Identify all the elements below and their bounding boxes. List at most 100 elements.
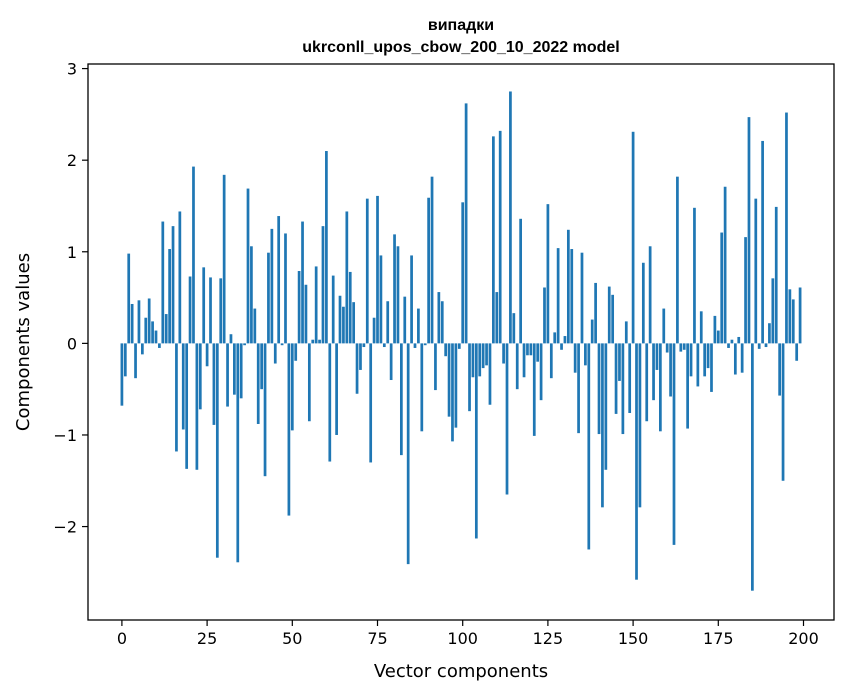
bar-60 [325,151,328,344]
bar-80 [393,234,396,344]
bar-189 [764,343,768,348]
bar-160 [665,343,669,353]
bar-179 [730,339,734,344]
bar-45 [273,343,277,364]
bar-53 [301,221,304,344]
bar-21 [192,166,195,344]
bar-139 [594,282,597,344]
bar-62 [331,275,335,344]
bar-107 [485,343,488,366]
y-tick-label: 3 [67,60,77,79]
bar-178 [727,343,730,348]
bar-16 [175,343,178,452]
bar-122 [536,343,540,362]
bar-30 [222,174,226,344]
bar-74 [372,317,376,344]
bar-28 [215,343,219,558]
y-tick-label: 1 [67,243,77,262]
bar-157 [655,343,659,370]
bar-68 [352,302,356,344]
bar-41 [260,343,263,390]
bar-159 [662,308,666,344]
bar-142 [604,343,608,470]
bar-165 [682,343,686,350]
bar-145 [614,343,618,414]
bar-98 [454,343,458,428]
bar-97 [451,343,454,442]
bar-102 [468,343,471,412]
bar-164 [679,343,683,352]
bar-23 [198,343,202,410]
y-tick-label: 0 [67,334,77,353]
bar-81 [396,246,400,344]
bar-151 [635,343,638,580]
y-tick-label: −1 [53,426,77,445]
bar-66 [345,211,349,344]
bar-69 [355,343,359,394]
bar-83 [403,296,407,344]
bar-47 [280,343,284,346]
bar-146 [618,343,621,381]
x-tick-label: 75 [367,629,387,648]
bar-37 [246,188,250,344]
x-tick-label: 0 [117,629,127,648]
bar-26 [209,277,212,344]
bar-136 [584,343,587,366]
bars-group [120,91,802,591]
chart-title: випадки [428,17,494,34]
bar-168 [693,207,696,344]
bar-156 [652,343,655,401]
bar-14 [168,249,171,344]
bar-51 [294,343,298,361]
bar-7 [144,317,148,344]
bar-73 [369,343,373,463]
bar-61 [328,343,332,462]
bar-154 [645,343,649,422]
bar-114 [509,91,512,344]
bar-116 [515,343,519,390]
bar-162 [672,343,676,545]
bar-10 [154,330,158,344]
x-tick-label: 125 [533,629,564,648]
bar-18 [181,343,185,430]
bar-182 [740,343,744,373]
bar-174 [713,315,717,344]
bar-199 [798,287,802,344]
bar-128 [556,248,560,344]
bar-166 [686,343,689,429]
bar-152 [638,343,642,508]
bar-88 [420,343,424,432]
bar-123 [539,343,543,401]
bar-33 [233,343,236,395]
y-axis-label: Components values [13,253,34,431]
bar-132 [570,249,574,344]
bar-38 [250,246,253,344]
bar-90 [427,197,430,344]
bar-34 [236,343,240,563]
bar-184 [747,117,751,344]
bar-149 [628,343,632,413]
bar-177 [723,186,727,344]
y-axis-ticks: −2 −1 0 1 2 3 [53,60,88,537]
bar-150 [631,131,635,344]
bar-50 [290,343,294,431]
bar-54 [304,284,308,344]
bar-55 [307,343,311,422]
bar-124 [543,287,546,344]
bar-92 [434,343,437,391]
bar-95 [444,343,448,357]
bar-11 [158,343,161,348]
bar-59 [321,226,325,344]
plot-frame [87,63,835,621]
bar-8 [147,298,151,344]
bar-52 [297,271,301,344]
bar-185 [751,343,754,591]
bar-188 [761,140,764,344]
bar-104 [474,343,478,539]
bar-76 [379,255,383,344]
bar-17 [178,211,182,344]
bar-9 [151,321,154,344]
bar-24 [202,267,206,344]
x-tick-label: 25 [197,629,217,648]
